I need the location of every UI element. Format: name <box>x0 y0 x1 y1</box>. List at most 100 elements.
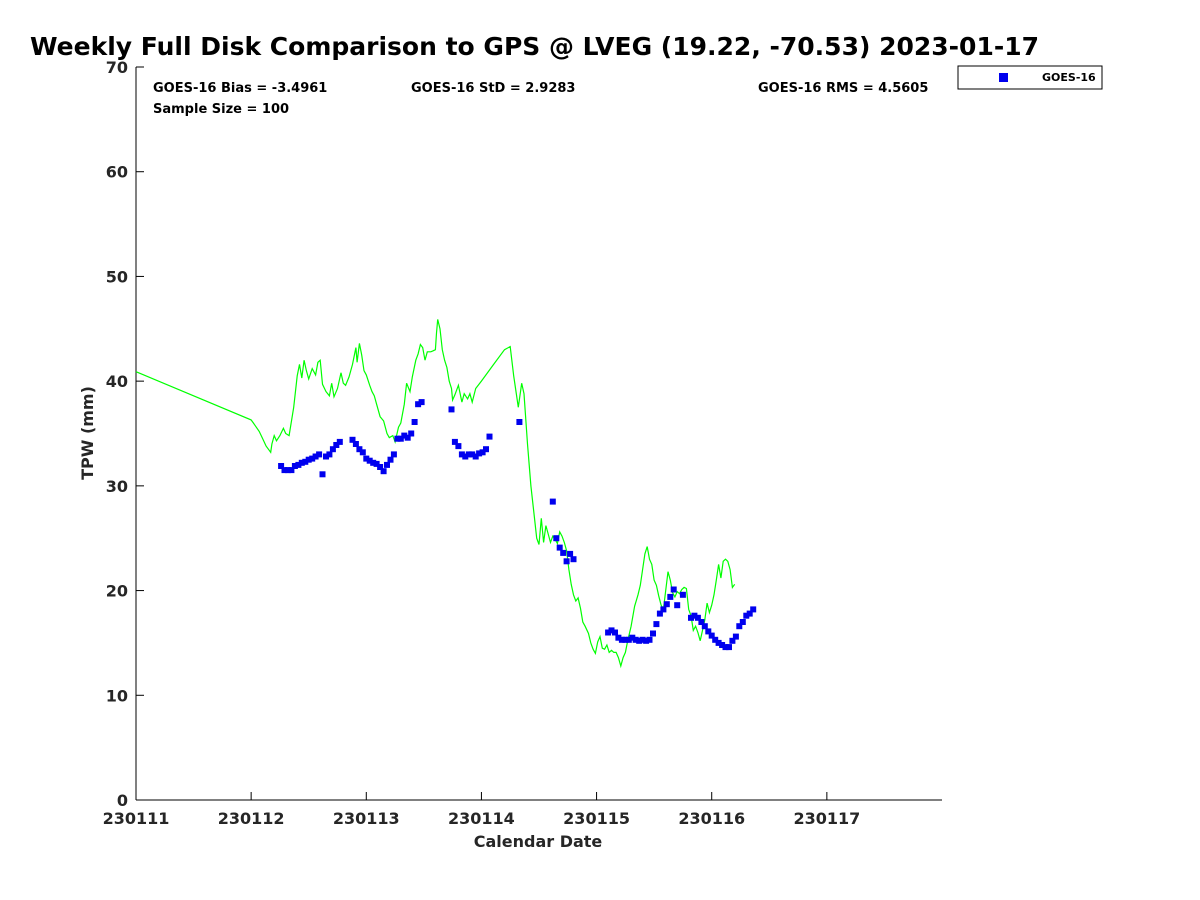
goes16-data-point <box>570 556 577 563</box>
chart-title: Weekly Full Disk Comparison to GPS @ LVE… <box>30 32 1039 61</box>
goes16-data-point <box>567 550 574 557</box>
goes16-data-point <box>458 451 465 458</box>
goes16-data-point <box>560 549 567 556</box>
goes16-data-point <box>349 436 356 443</box>
y-axis-label: TPW (mm) <box>78 386 97 480</box>
goes16-data-point <box>694 614 701 621</box>
goes16-data-point <box>476 450 483 457</box>
goes16-data-point <box>291 463 298 469</box>
goes16-data-point <box>370 459 377 466</box>
y-tick-label: 40 <box>106 372 128 391</box>
goes16-data-point <box>712 636 719 643</box>
goes16-data-point <box>278 463 285 469</box>
goes16-data-point <box>679 591 686 598</box>
y-tick-label: 20 <box>106 582 128 601</box>
goes16-data-point <box>336 438 343 445</box>
goes16-data-point <box>397 435 404 442</box>
goes16-data-point <box>455 443 462 450</box>
goes16-data-point <box>746 610 753 617</box>
goes16-data-point <box>715 639 722 646</box>
goes16-data-point <box>618 636 625 643</box>
legend: GOES-16 <box>957 65 1103 90</box>
plot-area: 0 10 20 30 40 50 60 70 230111 230112 230113 230114… <box>103 58 942 828</box>
goes16-data-point <box>646 636 653 643</box>
goes16-data-point <box>305 456 312 463</box>
y-ticks: 0 10 20 30 40 50 60 70 <box>106 58 144 810</box>
goes16-data-point <box>415 401 422 408</box>
goes16-data-point <box>639 636 646 643</box>
goes16-data-point <box>285 467 291 474</box>
goes16-data-point <box>625 636 632 643</box>
goes16-data-point <box>281 467 288 474</box>
goes16-data-point <box>726 644 732 651</box>
goes16-data-point <box>359 449 366 456</box>
x-tick-label: 230111 <box>103 809 170 828</box>
x-axis-label: Calendar Date <box>474 832 603 851</box>
goes16-data-point <box>333 442 340 448</box>
goes16-data-point <box>326 451 333 458</box>
goes16-data-point <box>387 456 394 463</box>
goes16-data-point <box>729 637 736 644</box>
goes16-data-point <box>462 453 469 460</box>
goes16-data-point <box>411 419 418 425</box>
goes16-data-point <box>563 558 570 565</box>
goes16-data-point <box>653 621 660 628</box>
goes16-data-point <box>650 630 656 637</box>
goes16-data-point <box>719 642 726 648</box>
goes16-data-point <box>380 468 387 475</box>
x-tick-label: 230114 <box>448 809 515 828</box>
goes16-data-point <box>302 458 309 465</box>
goes16-data-point <box>612 629 618 636</box>
goes16-data-point <box>667 593 674 600</box>
goes16-data-point <box>479 449 486 456</box>
x-tick-label: 230116 <box>678 809 745 828</box>
goes16-data-point <box>632 636 639 643</box>
x-tick-label: 230113 <box>333 809 400 828</box>
goes16-data-point <box>516 419 523 425</box>
goes16-data-point <box>608 627 615 634</box>
goes16-data-point <box>549 498 556 505</box>
goes16-data-point <box>356 446 363 453</box>
goes16-data-point <box>401 432 408 439</box>
y-tick-label: 50 <box>106 267 128 286</box>
goes16-data-point <box>660 606 667 613</box>
goes16-data-point <box>323 453 329 460</box>
bias-stat: GOES-16 Bias = -3.4961 <box>153 81 327 96</box>
goes16-data-point <box>674 602 681 609</box>
goes16-data-point <box>312 453 319 460</box>
goes16-data-point <box>670 586 677 593</box>
goes16-data-point <box>643 637 650 644</box>
y-tick-label: 70 <box>106 58 128 77</box>
goes16-data-point <box>705 628 712 635</box>
goes16-data-point <box>288 467 295 474</box>
goes16-data-point <box>483 446 489 453</box>
goes16-data-point <box>605 629 612 636</box>
goes16-data-point <box>743 612 750 619</box>
x-ticks: 230111 230112 230113 230114 230115 230116 2301… <box>103 792 860 828</box>
goes16-data-point <box>377 464 384 470</box>
goes16-data-point <box>691 612 698 619</box>
std-stat: GOES-16 StD = 2.9283 <box>411 81 575 96</box>
goes16-data-point <box>316 451 323 458</box>
goes16-data-point <box>663 601 670 608</box>
goes16-data-point <box>408 430 415 437</box>
goes-series-points <box>278 399 757 651</box>
x-tick-label: 230115 <box>563 809 630 828</box>
goes16-data-point <box>298 459 305 466</box>
goes16-data-point <box>404 434 411 441</box>
goes16-data-point <box>472 453 479 460</box>
legend-box <box>957 65 1103 90</box>
gps-series-line <box>135 319 736 669</box>
goes16-data-point <box>698 619 705 625</box>
goes16-data-point <box>373 460 380 467</box>
goes16-data-point <box>451 438 458 445</box>
goes16-data-point <box>390 451 397 458</box>
goes16-data-point <box>295 461 302 468</box>
goes16-data-point <box>750 606 757 613</box>
rms-stat: GOES-16 RMS = 4.5605 <box>758 81 928 96</box>
legend-marker-goes16 <box>999 73 1008 82</box>
goes16-data-point <box>615 634 622 641</box>
y-tick-label: 0 <box>117 791 128 810</box>
x-tick-label: 230117 <box>793 809 860 828</box>
goes16-data-point <box>708 632 715 639</box>
